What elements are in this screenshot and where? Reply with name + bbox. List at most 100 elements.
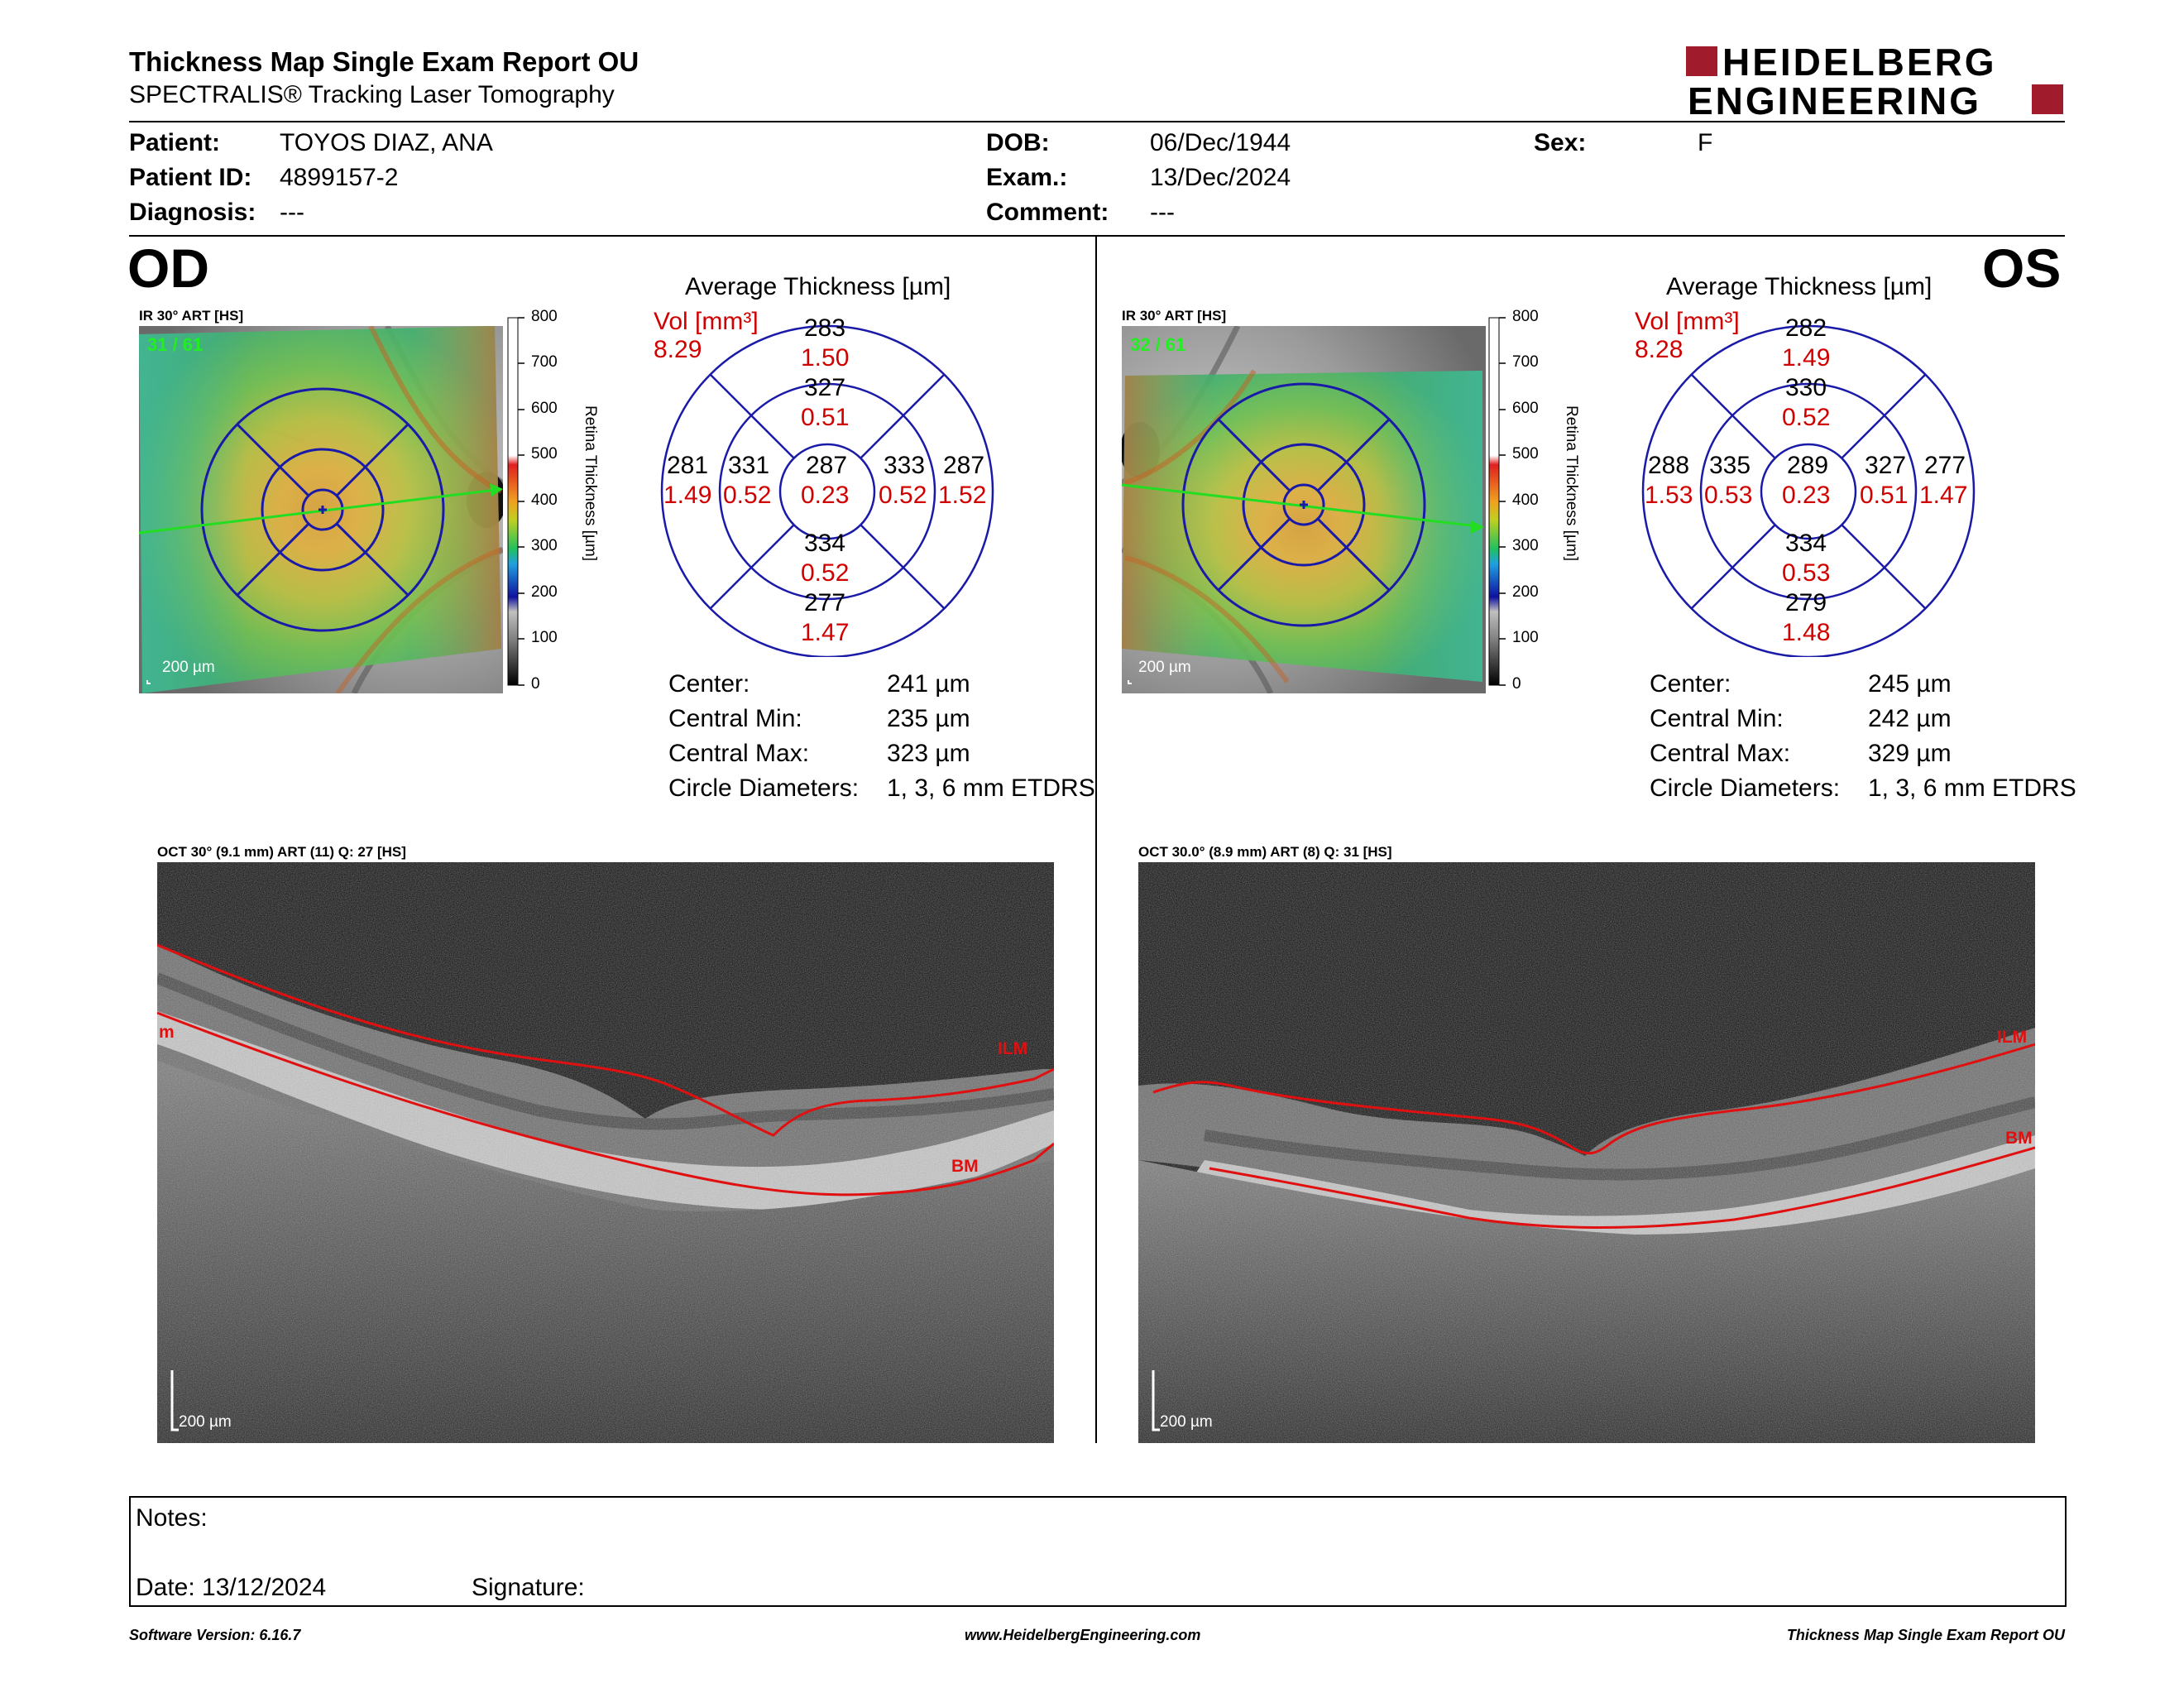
svg-text:BM: BM xyxy=(2005,1129,2033,1148)
od-avg-thickness-title: Average Thickness [µm] xyxy=(685,273,951,300)
sex-label: Sex: xyxy=(1534,129,1587,156)
od-central-max-label: Central Max: xyxy=(668,740,810,767)
od-inner-left-vol: 0.52 xyxy=(723,482,772,509)
os-center-value: 245 µm xyxy=(1868,670,1952,698)
footer-url[interactable]: www.HeidelbergEngineering.com xyxy=(965,1627,1201,1643)
od-colorbar-tick: 500 xyxy=(531,445,558,463)
os-inner-right-vol: 0.51 xyxy=(1860,482,1909,509)
eye-divider xyxy=(1095,237,1097,1443)
od-circle-diameters-value: 1, 3, 6 mm ETDRS xyxy=(887,774,1095,802)
od-inner-inferior: 334 xyxy=(804,530,846,557)
os-center: 289 xyxy=(1787,452,1829,479)
os-inner-left: 335 xyxy=(1709,452,1751,479)
os-inner-inferior-vol: 0.53 xyxy=(1782,559,1831,587)
od-center-label: Center: xyxy=(668,670,750,698)
os-colorbar-tick: 700 xyxy=(1512,353,1539,371)
dob-label: DOB: xyxy=(986,129,1050,156)
od-inner-superior: 327 xyxy=(804,374,846,401)
od-central-min-label: Central Min: xyxy=(668,705,802,732)
os-colorbar-tick: 600 xyxy=(1512,400,1539,417)
os-outer-inferior-vol: 1.48 xyxy=(1782,619,1831,646)
os-oct-bscan: ILM BM 200 µm xyxy=(1138,862,2037,1443)
os-outer-inferior: 279 xyxy=(1785,589,1827,616)
os-oct-label: OCT 30.0° (8.9 mm) ART (8) Q: 31 [HS] xyxy=(1138,844,1392,860)
sex-value: F xyxy=(1698,129,1713,156)
brand-logo: HEIDELBERG ENGINEERING xyxy=(1686,41,2067,122)
svg-text:32 / 61: 32 / 61 xyxy=(1130,334,1185,355)
od-central-min-value: 235 µm xyxy=(887,705,970,732)
os-center-label: Center: xyxy=(1650,670,1731,698)
os-colorbar-tick: 200 xyxy=(1512,583,1539,601)
od-inner-left: 331 xyxy=(728,452,770,479)
od-outer-right: 287 xyxy=(943,452,985,479)
os-central-min-label: Central Min: xyxy=(1650,705,1784,732)
os-colorbar-tick: 400 xyxy=(1512,492,1539,509)
comment-label: Comment: xyxy=(986,199,1109,226)
os-fundus-thickness-map: 32 / 61 200 µm xyxy=(1120,324,1486,695)
os-central-max-value: 329 µm xyxy=(1868,740,1952,767)
footer-report-name: Thickness Map Single Exam Report OU xyxy=(1786,1627,2065,1643)
od-center-vol: 0.23 xyxy=(801,482,850,509)
od-outer-inferior: 277 xyxy=(804,589,846,616)
os-colorbar-tick: 300 xyxy=(1512,537,1539,554)
od-colorbar-tick: 100 xyxy=(531,629,558,646)
os-avg-thickness-title: Average Thickness [µm] xyxy=(1666,273,1933,300)
os-center-vol: 0.23 xyxy=(1782,482,1831,509)
os-outer-superior-vol: 1.49 xyxy=(1782,344,1831,372)
od-center-value: 241 µm xyxy=(887,670,970,698)
os-eye-label: OS xyxy=(1982,237,2062,299)
patient-value: TOYOS DIAZ, ANA xyxy=(280,129,493,156)
svg-text:ILM: ILM xyxy=(1997,1028,2027,1047)
os-outer-left-vol: 1.53 xyxy=(1645,482,1693,509)
patient-id-value: 4899157-2 xyxy=(280,164,399,191)
svg-text:HEIDELBERG: HEIDELBERG xyxy=(1722,45,1997,84)
notes-box xyxy=(129,1496,2067,1607)
od-thickness-colorbar xyxy=(506,313,597,693)
comment-value: --- xyxy=(1150,199,1175,226)
os-thickness-colorbar xyxy=(1487,313,1578,693)
od-outer-right-vol: 1.52 xyxy=(938,482,987,509)
footer-software-version: Software Version: 6.16.7 xyxy=(129,1627,301,1643)
diagnosis-value: --- xyxy=(280,199,304,226)
od-colorbar-tick: 200 xyxy=(531,583,558,601)
os-fundus-label: IR 30° ART [HS] xyxy=(1122,308,1227,324)
os-etdrs-grid xyxy=(1610,268,2073,659)
os-vol-value: 8.28 xyxy=(1635,336,1684,363)
os-inner-inferior: 334 xyxy=(1785,530,1827,557)
od-outer-left-vol: 1.49 xyxy=(663,482,712,509)
od-inner-right: 333 xyxy=(884,452,926,479)
os-inner-left-vol: 0.53 xyxy=(1704,482,1753,509)
header-divider xyxy=(129,121,2065,122)
patient-id-label: Patient ID: xyxy=(129,164,252,191)
patient-label: Patient: xyxy=(129,129,221,156)
exam-value: 13/Dec/2024 xyxy=(1150,164,1291,191)
od-inner-inferior-vol: 0.52 xyxy=(801,559,850,587)
od-etdrs-grid xyxy=(629,268,1092,659)
patient-divider xyxy=(129,235,2065,237)
os-circle-diameters-label: Circle Diameters: xyxy=(1650,774,1841,802)
od-colorbar-tick: 300 xyxy=(531,537,558,554)
notes-label: Notes: xyxy=(136,1504,208,1532)
od-colorbar-axis-label: Retina Thickness [µm] xyxy=(582,405,599,561)
os-central-max-label: Central Max: xyxy=(1650,740,1791,767)
od-colorbar-tick: 400 xyxy=(531,492,558,509)
report-title: Thickness Map Single Exam Report OU xyxy=(129,46,639,77)
svg-text:31 / 61: 31 / 61 xyxy=(147,334,203,355)
notes-signature: Signature: xyxy=(472,1574,585,1601)
od-outer-left: 281 xyxy=(667,452,709,479)
svg-text:ILM: ILM xyxy=(998,1039,1027,1058)
os-colorbar-tick: 500 xyxy=(1512,445,1539,463)
od-circle-diameters-label: Circle Diameters: xyxy=(668,774,860,802)
od-vol-value: 8.29 xyxy=(654,336,702,363)
diagnosis-label: Diagnosis: xyxy=(129,199,256,226)
od-colorbar-tick: 600 xyxy=(531,400,558,417)
od-central-max-value: 323 µm xyxy=(887,740,970,767)
os-colorbar-tick: 100 xyxy=(1512,629,1539,646)
od-center: 287 xyxy=(806,452,848,479)
os-vol-label: Vol [mm³] xyxy=(1635,308,1740,335)
os-colorbar-axis-label: Retina Thickness [µm] xyxy=(1563,405,1580,561)
od-oct-label: OCT 30° (9.1 mm) ART (11) Q: 27 [HS] xyxy=(157,844,406,860)
od-outer-superior-vol: 1.50 xyxy=(801,344,850,372)
os-central-min-value: 242 µm xyxy=(1868,705,1952,732)
svg-text:200 µm: 200 µm xyxy=(162,659,215,676)
